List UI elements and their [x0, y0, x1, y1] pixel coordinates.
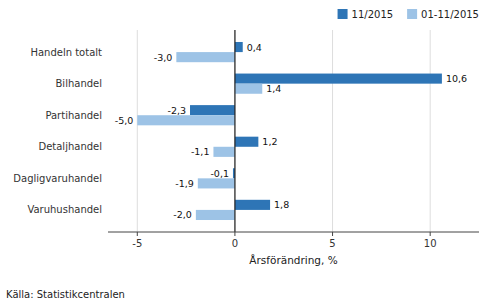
grid — [137, 30, 430, 232]
zero-line — [234, 30, 235, 232]
category-label: Dagligvaruhandel — [13, 173, 102, 184]
x-tick — [234, 232, 235, 236]
grid-line — [234, 30, 235, 232]
x-tick — [430, 232, 431, 236]
x-tick — [332, 232, 333, 236]
data-labels: 1,8 -0,1 1,2 -2,3 10,6 0,4 -2,0 -1,9 -1,1 -5,0 1,4… — [115, 42, 467, 221]
y-axis: Varuhushandel Dagligvaruhandel Detaljhande… — [13, 47, 102, 216]
data-label: 10,6 — [446, 73, 467, 84]
data-label: -2,0 — [173, 209, 192, 220]
legend-swatch — [338, 9, 348, 19]
x-axis-label: Årsförändring, % — [249, 254, 337, 266]
x-tick-label: 5 — [329, 238, 335, 249]
legend: 11/2015 01-11/2015 — [338, 9, 479, 20]
x-tick-label: -5 — [132, 238, 142, 249]
bars — [137, 42, 442, 220]
x-tick-label: 10 — [424, 238, 437, 249]
bar — [176, 52, 235, 62]
bar — [235, 200, 270, 210]
bar — [190, 105, 235, 115]
grid-line — [430, 30, 431, 232]
category-label: Partihandel — [45, 110, 102, 121]
data-label: -5,0 — [115, 115, 134, 126]
data-label: 0,4 — [247, 42, 262, 53]
data-label: -3,0 — [154, 52, 173, 63]
source-note: Källa: Statistikcentralen — [6, 289, 125, 300]
data-label: -0,1 — [210, 168, 229, 179]
bar — [196, 210, 235, 220]
legend-swatch — [407, 9, 417, 19]
bar — [137, 115, 235, 125]
grid-line — [137, 30, 138, 232]
x-axis-line — [108, 232, 479, 233]
bar — [235, 74, 442, 84]
category-label: Handeln totalt — [30, 47, 102, 58]
bar — [235, 84, 262, 94]
bar — [213, 147, 234, 157]
bar — [198, 178, 235, 188]
legend-label: 11/2015 — [352, 9, 394, 20]
data-label: -1,1 — [191, 146, 210, 157]
category-label: Detaljhandel — [38, 141, 102, 152]
category-label: Varuhushandel — [27, 204, 102, 215]
x-tick — [137, 232, 138, 236]
bar — [235, 42, 243, 52]
bar — [235, 137, 258, 147]
chart-svg: 1,8 -0,1 1,2 -2,3 10,6 0,4 -2,0 -1,9 -1,1 -5,0 1,4… — [0, 0, 493, 304]
chart-container: 1,8 -0,1 1,2 -2,3 10,6 0,4 -2,0 -1,9 -1,1 -5,0 1,4… — [0, 0, 493, 304]
data-label: 1,4 — [266, 83, 281, 94]
legend-label: 01-11/2015 — [421, 9, 479, 20]
category-label: Bilhandel — [56, 78, 103, 89]
grid-line — [332, 30, 333, 232]
data-label: 1,8 — [274, 199, 289, 210]
data-label: -2,3 — [167, 105, 186, 116]
x-tick-label: 0 — [232, 238, 238, 249]
x-axis: -5 0 5 10 Årsförändring, % — [108, 232, 479, 266]
data-label: 1,2 — [262, 136, 277, 147]
data-label: -1,9 — [175, 178, 194, 189]
